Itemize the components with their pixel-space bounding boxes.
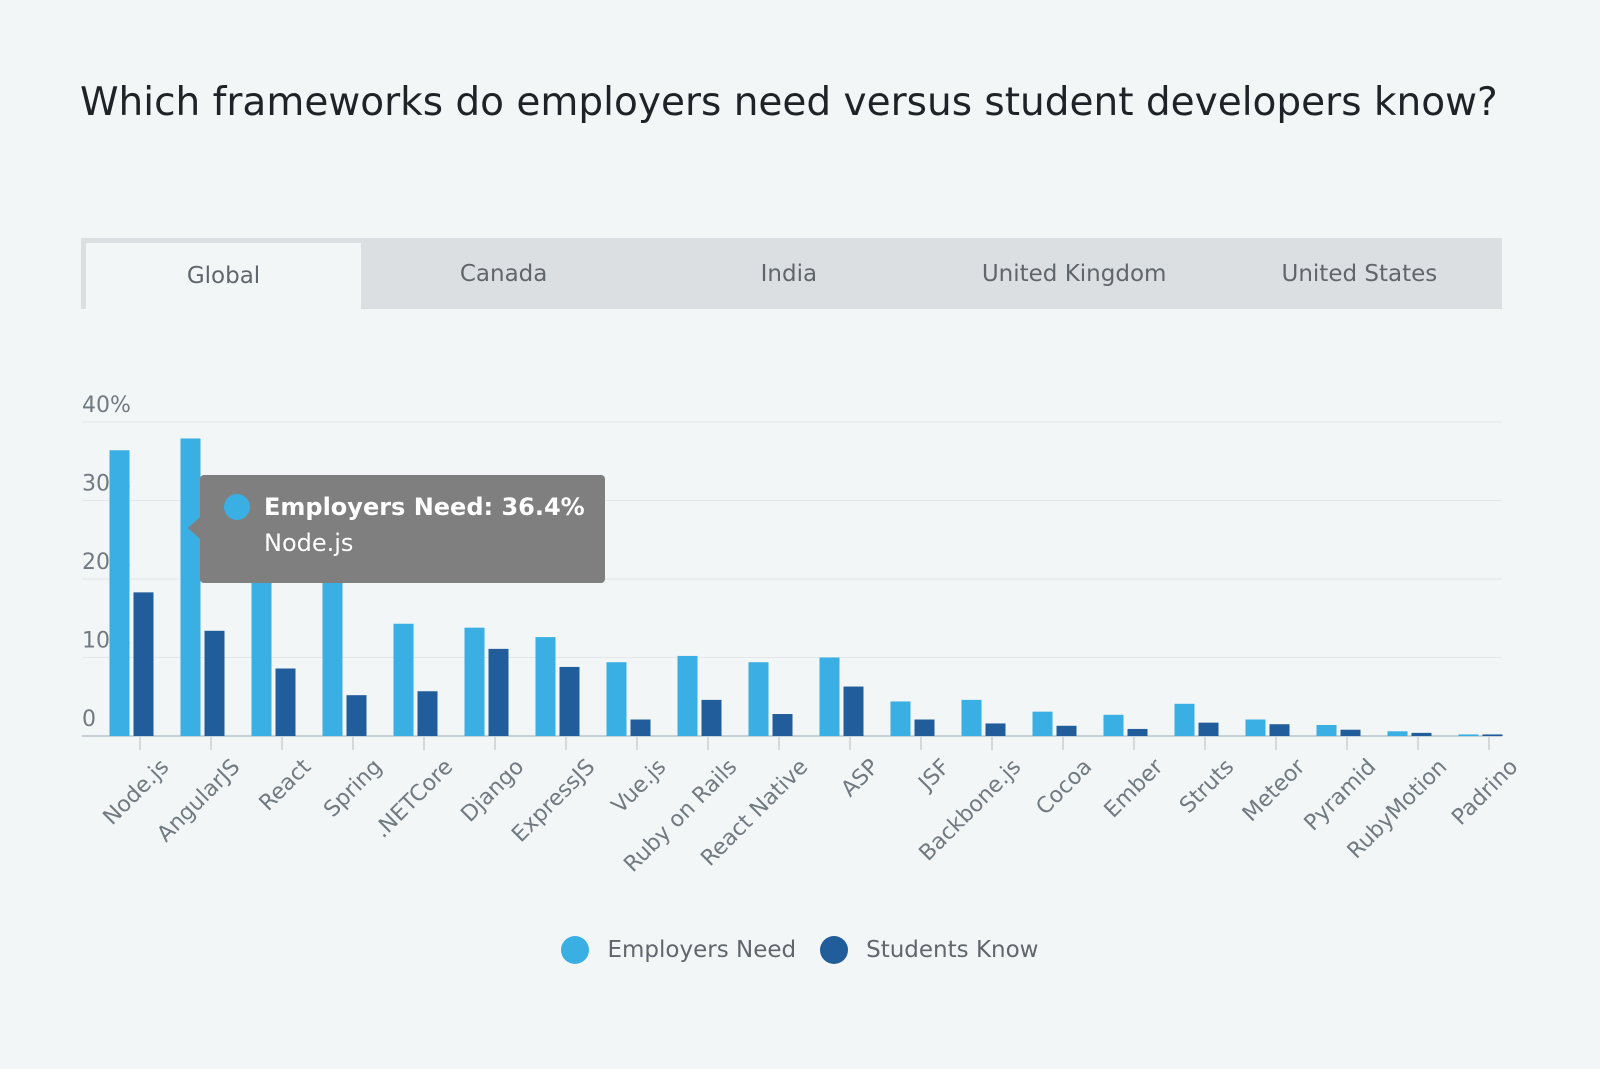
bar-employers-need [251, 575, 272, 736]
legend-label-employers: Employers Need [607, 937, 797, 963]
bar-students-know [630, 719, 651, 736]
tooltip-category: Node.js [264, 529, 354, 557]
bar-students-know [1269, 724, 1290, 736]
bar-students-know [204, 630, 225, 736]
tab-global[interactable]: Global [86, 243, 361, 309]
x-tick-label: Ember [1100, 754, 1169, 823]
y-tick-label: 40% [82, 393, 131, 418]
legend-dot-students [820, 936, 849, 964]
legend-dot-employers [561, 936, 590, 964]
bar-employers-need [890, 701, 911, 736]
bar-employers-need [1103, 714, 1124, 736]
bar-students-know [275, 668, 296, 736]
bar-students-know [417, 691, 438, 736]
bar-students-know [914, 719, 935, 736]
bar-students-know [1411, 732, 1432, 736]
bar-students-know [133, 592, 154, 736]
bar-employers-need [1387, 731, 1408, 736]
bar-students-know [1482, 734, 1503, 736]
bar-employers-need [180, 438, 201, 736]
bar-students-know [346, 695, 367, 736]
bar-employers-need [322, 575, 343, 736]
bar-employers-need [1316, 725, 1337, 736]
bar-employers-need [1245, 719, 1266, 736]
bar-students-know [985, 723, 1006, 736]
tab-united-states[interactable]: United States [1281, 260, 1438, 287]
tooltip-series-dot [224, 494, 250, 520]
x-tick-label: Vue.js [607, 755, 671, 819]
bar-employers-need [677, 655, 698, 736]
chart-title: Which frameworks do employers need versu… [80, 80, 1498, 125]
tab-india[interactable]: India [760, 260, 818, 287]
y-tick-label: 0 [82, 707, 96, 732]
x-tick-label: React [255, 754, 317, 816]
x-tick-label: Struts [1175, 755, 1239, 819]
bar-employers-need [961, 699, 982, 736]
bar-students-know [488, 648, 509, 736]
bar-employers-need [748, 662, 769, 736]
x-tick-label: Spring [319, 755, 387, 823]
bar-students-know [559, 666, 580, 736]
tab-united-kingdom[interactable]: United Kingdom [981, 260, 1167, 287]
bar-employers-need [464, 627, 485, 736]
bar-employers-need [1032, 711, 1053, 736]
bar-students-know [1127, 728, 1148, 736]
x-tick-label: Meteor [1238, 754, 1311, 827]
x-tick-label: Cocoa [1032, 755, 1098, 821]
bar-employers-need [819, 657, 840, 736]
region-tabs: Global Canada India United Kingdom Unite… [81, 238, 1502, 309]
x-tick-label: ASP [837, 755, 885, 803]
bar-employers-need [1174, 703, 1195, 736]
bar-employers-need [109, 450, 130, 736]
tab-canada[interactable]: Canada [459, 260, 548, 287]
tooltip-series-value: Employers Need: 36.4% [264, 493, 585, 521]
bar-employers-need [393, 623, 414, 736]
chart-legend: Employers Need Students Know [0, 936, 1600, 964]
bar-students-know [1340, 729, 1361, 736]
legend-item-students[interactable]: Students Know [820, 936, 1039, 964]
legend-label-students: Students Know [866, 937, 1039, 963]
bar-students-know [1056, 725, 1077, 736]
bar-students-know [772, 714, 793, 736]
bar-employers-need [1458, 734, 1479, 736]
legend-item-employers[interactable]: Employers Need [561, 936, 796, 964]
bar-students-know [1198, 722, 1219, 736]
bar-employers-need [606, 662, 627, 736]
x-tick-label: Django [456, 755, 529, 828]
chart-tooltip: Employers Need: 36.4% Node.js [188, 475, 605, 583]
x-tick-label: Padrino [1447, 755, 1523, 831]
bar-employers-need [535, 637, 556, 736]
x-tick-label: JSF [913, 755, 956, 798]
bar-students-know [701, 699, 722, 736]
bar-students-know [843, 686, 864, 736]
